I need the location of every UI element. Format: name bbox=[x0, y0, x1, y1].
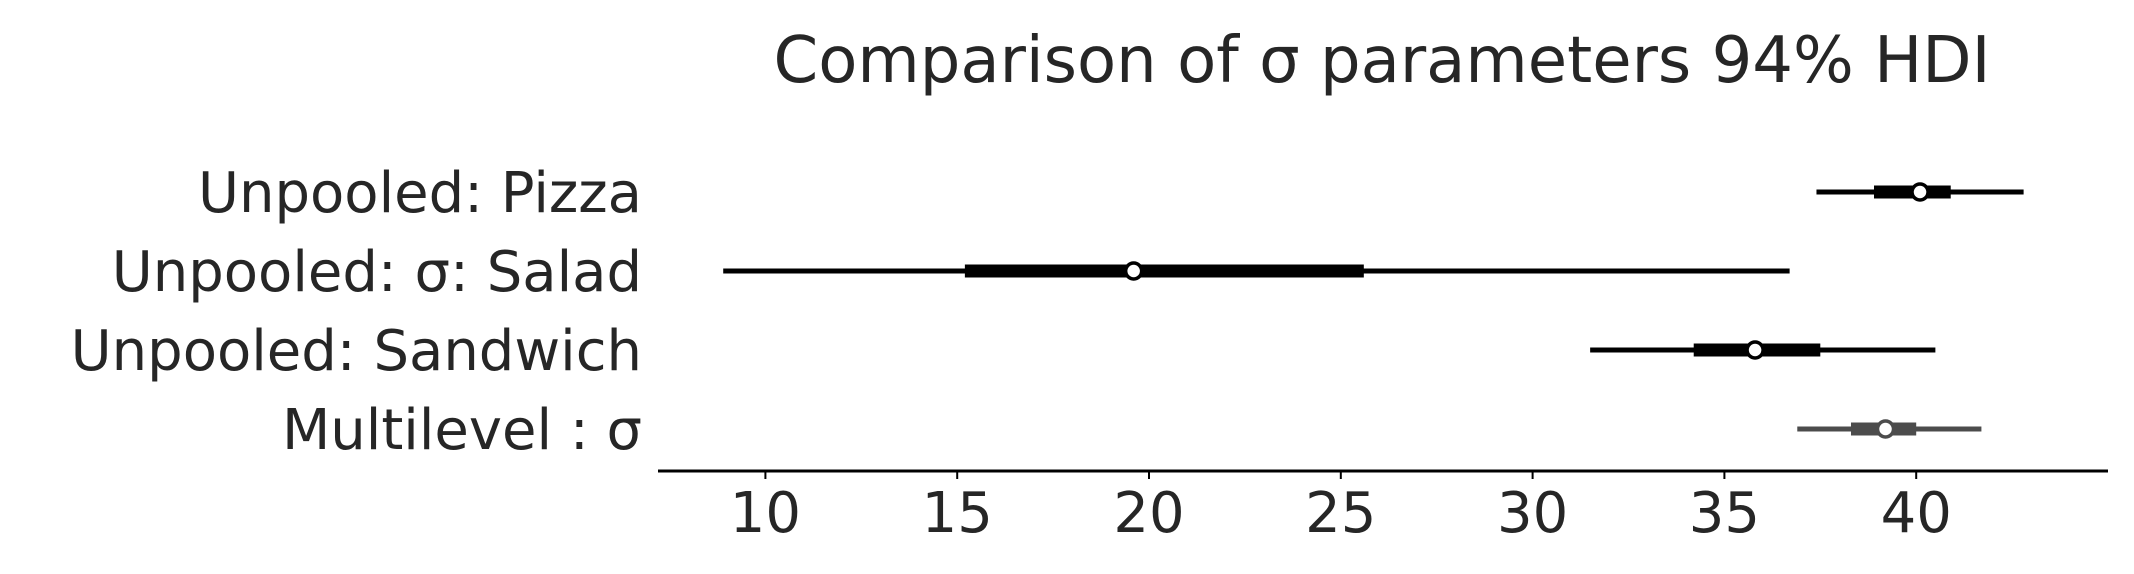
point-estimate-marker bbox=[1123, 261, 1144, 281]
point-estimate-marker bbox=[1910, 182, 1930, 202]
row-label: Unpooled: Sandwich bbox=[71, 319, 642, 384]
x-tick-label: 40 bbox=[1881, 481, 1952, 546]
x-tick-label: 30 bbox=[1497, 481, 1568, 546]
point-estimate-marker bbox=[1745, 340, 1765, 360]
x-tick-label: 10 bbox=[730, 481, 801, 546]
row-label: Unpooled: Pizza bbox=[198, 161, 642, 226]
rows-group: Unpooled: Pizza Unpooled: σ: Salad Unpoole… bbox=[71, 161, 2024, 463]
x-tick-label: 15 bbox=[922, 481, 993, 546]
x-tick-label: 35 bbox=[1689, 481, 1760, 546]
x-tick-label: 20 bbox=[1113, 481, 1184, 546]
point-estimate-marker bbox=[1875, 419, 1896, 439]
x-ticks-group: 10 15 20 25 30 35 40 bbox=[730, 471, 1952, 546]
x-tick-label: 25 bbox=[1305, 481, 1376, 546]
row-label: Unpooled: σ: Salad bbox=[112, 240, 642, 305]
chart-title: Comparison of σ parameters 94% HDI bbox=[774, 24, 1991, 98]
row-label: Multilevel : σ bbox=[282, 398, 642, 463]
